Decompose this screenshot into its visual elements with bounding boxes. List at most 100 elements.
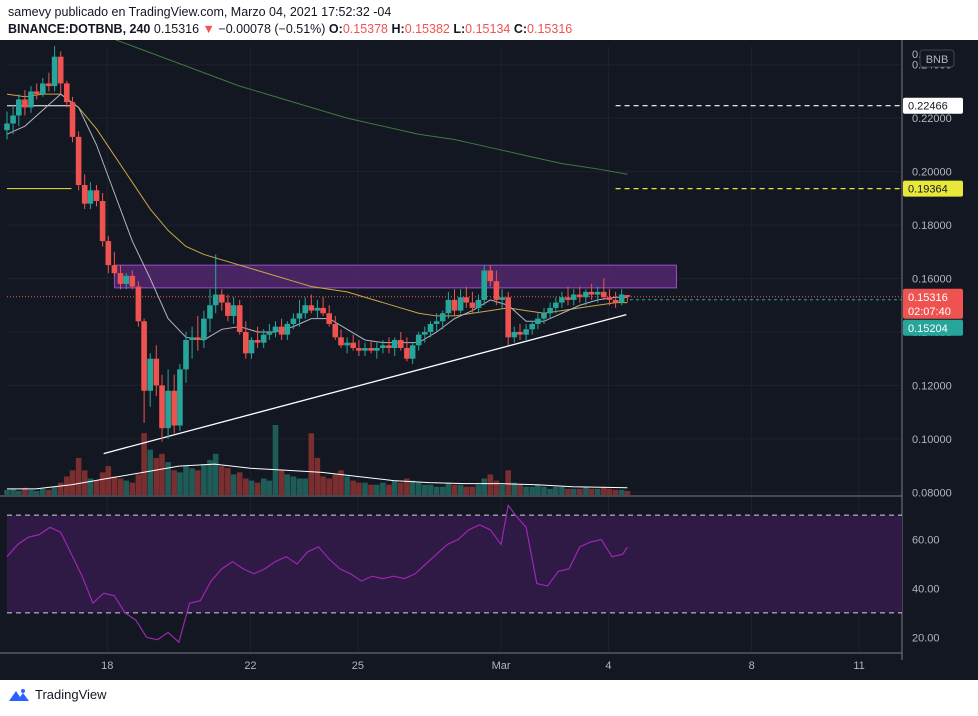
candle-body (451, 299, 458, 311)
symbol-ohlc-line: BINANCE:DOTBNB, 240 0.15316 ▼ −0.00078 (… (8, 22, 572, 36)
candle-body (212, 294, 219, 306)
candle-body (302, 305, 309, 314)
rsi-tick-label: 60.00 (912, 535, 940, 547)
volume-bar (284, 474, 291, 495)
symbol-label[interactable]: BINANCE:DOTBNB, 240 (8, 22, 151, 36)
candle-body (344, 342, 350, 346)
volume-bar (212, 453, 219, 495)
time-axis[interactable]: 18 22 25 Mar 4 8 11 (101, 660, 865, 672)
candle-body (553, 302, 559, 308)
volume-bar (618, 489, 625, 495)
volume-bar (559, 486, 565, 495)
candle-body (290, 318, 297, 324)
price-chart[interactable]: 0.080000.100000.120000.140000.160000.180… (0, 40, 978, 680)
candle-body (10, 115, 16, 124)
candle-body (242, 331, 249, 354)
last-price-tag-bg (903, 288, 963, 319)
price-tick-label: 0.20000 (912, 167, 952, 179)
candle-body (105, 241, 112, 266)
candle-body (386, 345, 392, 349)
candle-body (487, 270, 494, 282)
volume-bar (588, 488, 595, 495)
volume-bar (10, 488, 16, 495)
candle-body (588, 291, 595, 295)
candle-body (368, 348, 374, 351)
candle-body (16, 99, 22, 116)
candle-body (326, 313, 332, 324)
candle-body (421, 331, 428, 335)
chart-header: samevy publicado en TradingView.com, Mar… (0, 0, 978, 40)
volume-bar (195, 470, 201, 495)
volume-bar (308, 433, 315, 495)
candle-body (207, 305, 213, 319)
volume-bar (22, 487, 28, 495)
tradingview-logo[interactable]: TradingView (8, 687, 107, 702)
volume-bar (624, 490, 631, 495)
volume-bar (606, 488, 613, 495)
candle-body (260, 334, 267, 343)
volume-ma-line (7, 463, 628, 490)
volume-bar (356, 482, 362, 495)
candle-body (248, 339, 255, 354)
level-tag: 0.19364 (908, 184, 948, 196)
volume-bar (398, 482, 404, 495)
volume-bar (4, 489, 10, 495)
candle-body (171, 390, 177, 426)
volume-bar (75, 457, 82, 495)
ma-mid-line (6, 93, 628, 317)
volume-bar (225, 468, 231, 495)
volume-bar (201, 464, 207, 495)
candle-body (511, 331, 518, 338)
candle-body (583, 291, 589, 298)
volume-bar (278, 470, 285, 495)
candle-body (51, 56, 58, 87)
candle-body (189, 337, 195, 340)
volume-bar (87, 478, 94, 495)
resistance-zone (113, 264, 677, 289)
volume-bar (159, 453, 165, 495)
rsi-band (7, 515, 902, 613)
volume-bar (386, 484, 392, 495)
volume-bar (380, 482, 386, 495)
candle-body (475, 299, 482, 308)
volume-bar (207, 460, 213, 495)
candle-body (427, 323, 434, 332)
candle-body (624, 295, 631, 297)
candle-body (117, 273, 124, 284)
time-tick-label: 22 (244, 660, 256, 672)
candle-body (404, 348, 410, 359)
candle-body (147, 358, 153, 391)
candle-body (547, 307, 553, 314)
candle-body (433, 321, 440, 324)
candle-body (141, 321, 147, 391)
volume-bar (517, 484, 523, 495)
volume-bar (565, 488, 571, 495)
ma-fast-line (6, 93, 628, 344)
close-value: 0.15316 (527, 22, 573, 36)
candle-body (600, 291, 607, 298)
candle-body (278, 326, 285, 335)
candle-body (523, 329, 529, 335)
candles (4, 46, 631, 442)
candle-body (4, 123, 10, 131)
volume-bar (219, 466, 225, 495)
candle-body (463, 297, 470, 303)
candle-body (99, 201, 106, 242)
volume-bar (28, 489, 34, 495)
candle-body (594, 291, 601, 295)
volume-bar (290, 476, 297, 495)
volume-bar (236, 472, 243, 495)
volume-bar (529, 486, 535, 495)
volume-bar (427, 484, 434, 495)
volume-bar (105, 466, 112, 495)
volume-bar (523, 486, 529, 495)
candle-body (445, 299, 452, 314)
low-value: 0.15134 (465, 22, 511, 36)
candle-body (219, 294, 225, 303)
footer: TradingView (0, 680, 978, 716)
volume-bar (338, 470, 344, 495)
candle-body (577, 294, 583, 298)
price-tick-label: 0.18000 (912, 220, 952, 232)
candle-body (439, 313, 446, 322)
volume-bar (248, 480, 255, 495)
